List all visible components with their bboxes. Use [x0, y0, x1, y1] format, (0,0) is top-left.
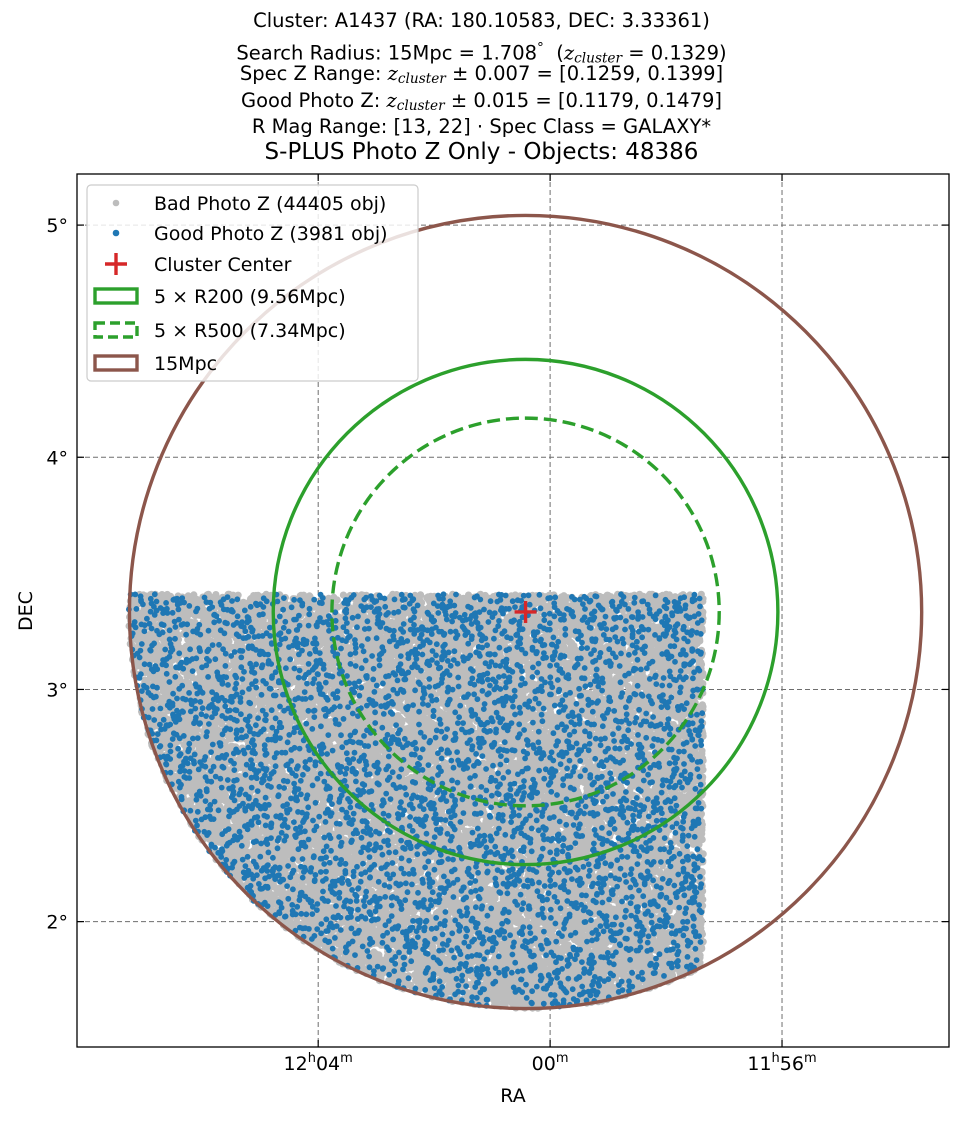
legend-marker — [93, 354, 139, 372]
specz-range: = [0.1259, 0.1399] — [530, 62, 724, 85]
legend-marker — [112, 229, 120, 237]
y-tick-label: 4° — [46, 447, 68, 469]
legend-marker — [93, 287, 139, 305]
mag-range-text: R Mag Range: [13, 22] · Spec Class = GAL… — [251, 115, 712, 138]
legend: Bad Photo Z (44405 obj) Good Photo Z (398… — [86, 184, 419, 382]
axes-frame — [76, 173, 950, 1048]
legend-label: Cluster Center — [154, 254, 292, 276]
header-line-radius: Search Radius: 15Mpc = 1.708° (zcluster … — [236, 39, 727, 66]
figure-header: Cluster: A1437 (RA: 180.10583, DEC: 3.33… — [0, 8, 963, 166]
photoz-plusminus: ± 0.015 — [444, 88, 530, 112]
r500-circle — [330, 416, 721, 808]
x-tick-label: 11h56m — [747, 1051, 816, 1075]
y-tick-label: 2° — [46, 912, 68, 934]
data-points — [125, 590, 707, 1012]
x-tick-label: 00m — [532, 1051, 569, 1075]
y-axis-label: DEC — [15, 591, 37, 631]
cluster-center-marker — [514, 600, 537, 623]
photoz-range: = [0.1179, 0.1479] — [529, 88, 723, 112]
y-tick-label: 3° — [46, 679, 68, 701]
x-tick-label: 12h04m — [284, 1051, 353, 1075]
photoz-prefix: Good Photo Z: — [240, 88, 387, 112]
header-line-mag: R Mag Range: [13, 22] · Spec Class = GAL… — [0, 114, 963, 141]
redshift-value: = 0.1329) — [622, 41, 727, 64]
legend-label: Bad Photo Z (44405 obj) — [154, 193, 386, 215]
radius-circles — [127, 213, 924, 1011]
header-line-cluster: Cluster: A1437 (RA: 180.10583, DEC: 3.33… — [0, 8, 963, 35]
legend-label: 5 × R200 (9.56Mpc) — [154, 286, 346, 308]
z-subscript: cluster — [574, 50, 623, 66]
specz-prefix: Spec Z Range: — [239, 62, 388, 85]
legend-label: 5 × R500 (7.34Mpc) — [154, 320, 346, 342]
legend-label: Good Photo Z (3981 obj) — [154, 223, 388, 245]
z-subscript: cluster — [396, 97, 445, 114]
x-axis-label: RA — [500, 1085, 525, 1107]
legend-marker — [93, 321, 139, 339]
legend-box — [86, 184, 419, 382]
header-line-specz: Spec Z Range: zcluster ± 0.007 = [0.1259… — [0, 61, 963, 88]
search-radius-circle — [127, 213, 924, 1011]
legend-label: 15Mpc — [154, 353, 217, 375]
good-photoz-points — [126, 591, 706, 1010]
radius-text: Search Radius: 15Mpc = 1.708 — [236, 41, 538, 64]
good-photoz-marks — [126, 591, 706, 1010]
specz-plusminus: ± 0.007 — [445, 62, 531, 85]
y-tick-label: 5° — [46, 215, 68, 237]
z-symbol: z — [387, 62, 398, 85]
z-symbol: z — [386, 88, 397, 112]
cluster-info-text: Cluster: A1437 (RA: 180.10583, DEC: 3.33… — [253, 9, 710, 32]
z-symbol: z — [563, 41, 575, 64]
header-line-photoz: Good Photo Z: zcluster ± 0.015 = [0.1179… — [0, 88, 963, 115]
r200-circle — [271, 357, 780, 867]
degree-sign: ° — [537, 39, 544, 56]
legend-marker — [112, 199, 120, 207]
chart-title: S-PLUS Photo Z Only - Objects: 48386 — [264, 138, 699, 165]
z-subscript: cluster — [397, 71, 446, 87]
